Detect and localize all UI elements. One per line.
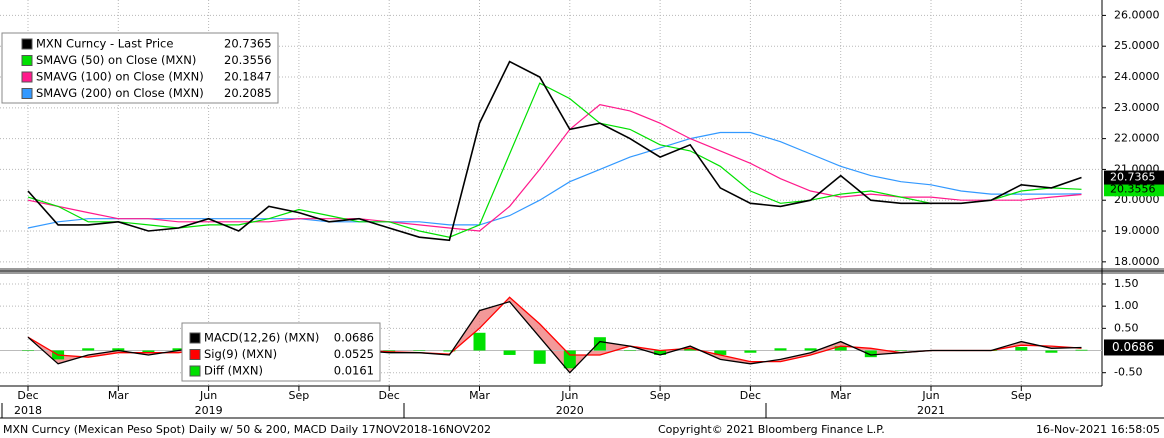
legend-value: 0.0686 [334,331,374,345]
diff-bar [473,332,486,351]
diff-bar [82,348,95,351]
legend-swatch [21,55,33,66]
price-tag-label: 20.3556 [1110,182,1156,195]
diff-bar [1075,349,1088,351]
x-tick-label: Dec [379,389,400,402]
diff-bar [533,350,546,364]
legend-swatch [189,349,201,360]
x-tick-label: Dec [17,389,38,402]
legend-label: Diff (MXN) [204,364,263,378]
y-tick-label: 22.0000 [1114,132,1160,145]
x-tick-label: Sep [650,389,671,402]
y-tick-label: 20.0000 [1114,193,1160,206]
diff-bar [563,350,576,369]
diff-bar [714,350,727,355]
legend-value: 20.1847 [224,70,272,84]
legend: MACD(12,26) (MXN) 0.0686 Sig(9) (MXN) 0.052… [181,322,381,382]
diff-bar [684,348,697,351]
legend-label: MACD(12,26) (MXN) [204,331,319,345]
y-tick-label: 26.0000 [1114,8,1160,21]
y-tick-label: 19.0000 [1114,224,1160,237]
macd-tag-label: 0.0686 [1112,340,1154,354]
price-tag [1104,182,1164,197]
diff-bar [744,350,757,353]
x-tick-label: Mar [108,389,129,402]
diff-bar [172,348,185,351]
diff-bar [413,350,426,352]
diff-bar [22,350,34,352]
diff-bar [142,350,155,353]
legend-swatch [21,88,33,99]
diff-bar [624,350,636,352]
diff-bar [383,350,396,352]
x-tick-label: Dec [740,389,761,402]
year-label: 2019 [195,404,223,417]
y-tick-label: 23.0000 [1114,101,1160,114]
x-tick-label: Jun [560,389,578,402]
diff-bar [593,337,606,351]
diff-bar [112,348,125,351]
y-tick-label: 1.50 [1114,277,1139,290]
legend-swatch [21,38,33,50]
year-label: 2018 [14,404,42,417]
y-tick-label: 25.0000 [1114,39,1160,52]
x-tick-label: Sep [1011,389,1032,402]
x-tick-label: Mar [830,389,851,402]
diff-bar [804,348,817,351]
diff-bar [1015,346,1028,351]
year-label: 2021 [917,404,945,417]
x-tick-label: Jun [199,389,217,402]
legend-box [181,322,381,382]
diff-bar [1045,350,1058,353]
y-tick-label: -0.50 [1114,366,1142,379]
legend-value: 20.3556 [224,53,272,67]
diff-bar [774,348,787,351]
line-series [27,60,1082,242]
x-tick-label: Sep [289,389,310,402]
diff-bar [654,350,667,355]
diff-bar [894,350,907,352]
year-label: 2020 [556,404,584,417]
footer-timestamp: 16-Nov-2021 16:58:05 [1036,423,1160,436]
legend-value: 20.2085 [224,86,272,100]
legend-label: MXN Curncy - Last Price [36,37,173,51]
legend-label: SMAVG (100) on Close (MXN) [36,70,204,84]
legend-swatch [189,332,201,344]
x-tick-label: Jun [921,389,939,402]
price-tag-label: 20.7365 [1110,171,1156,184]
legend-swatch [189,365,201,377]
footer-copyright: Copyright© 2021 Bloomberg Finance L.P. [658,423,885,436]
x-tick-label: Mar [469,389,490,402]
y-tick-label: 24.0000 [1114,70,1160,83]
legend-label: SMAVG (50) on Close (MXN) [36,53,196,67]
diff-bar [503,350,516,355]
legend-box [1,32,279,104]
legend-label: Sig(9) (MXN) [204,347,277,361]
line-series [27,104,1082,232]
line-series [27,131,1082,229]
legend-value: 0.0161 [334,364,374,378]
legend-swatch [21,71,33,83]
y-tick-label: 0.50 [1114,321,1139,334]
legend-label: SMAVG (200) on Close (MXN) [36,86,204,100]
price-tag [1104,170,1164,185]
legend-value: 0.0525 [334,347,374,361]
diff-bar [443,350,456,352]
diff-bar [864,350,877,358]
line-series [27,82,1082,238]
footer-description: MXN Curncy (Mexican Peso Spot) Daily w/ … [3,423,491,436]
y-tick-label: 18.0000 [1114,255,1160,268]
legend-value: 20.7365 [224,37,272,51]
y-tick-label: 1.00 [1114,299,1139,312]
macd-tag [1104,339,1164,356]
diff-bar [834,346,847,351]
legend: MXN Curncy - Last Price 20.7365 SMAVG (50)… [1,32,279,104]
